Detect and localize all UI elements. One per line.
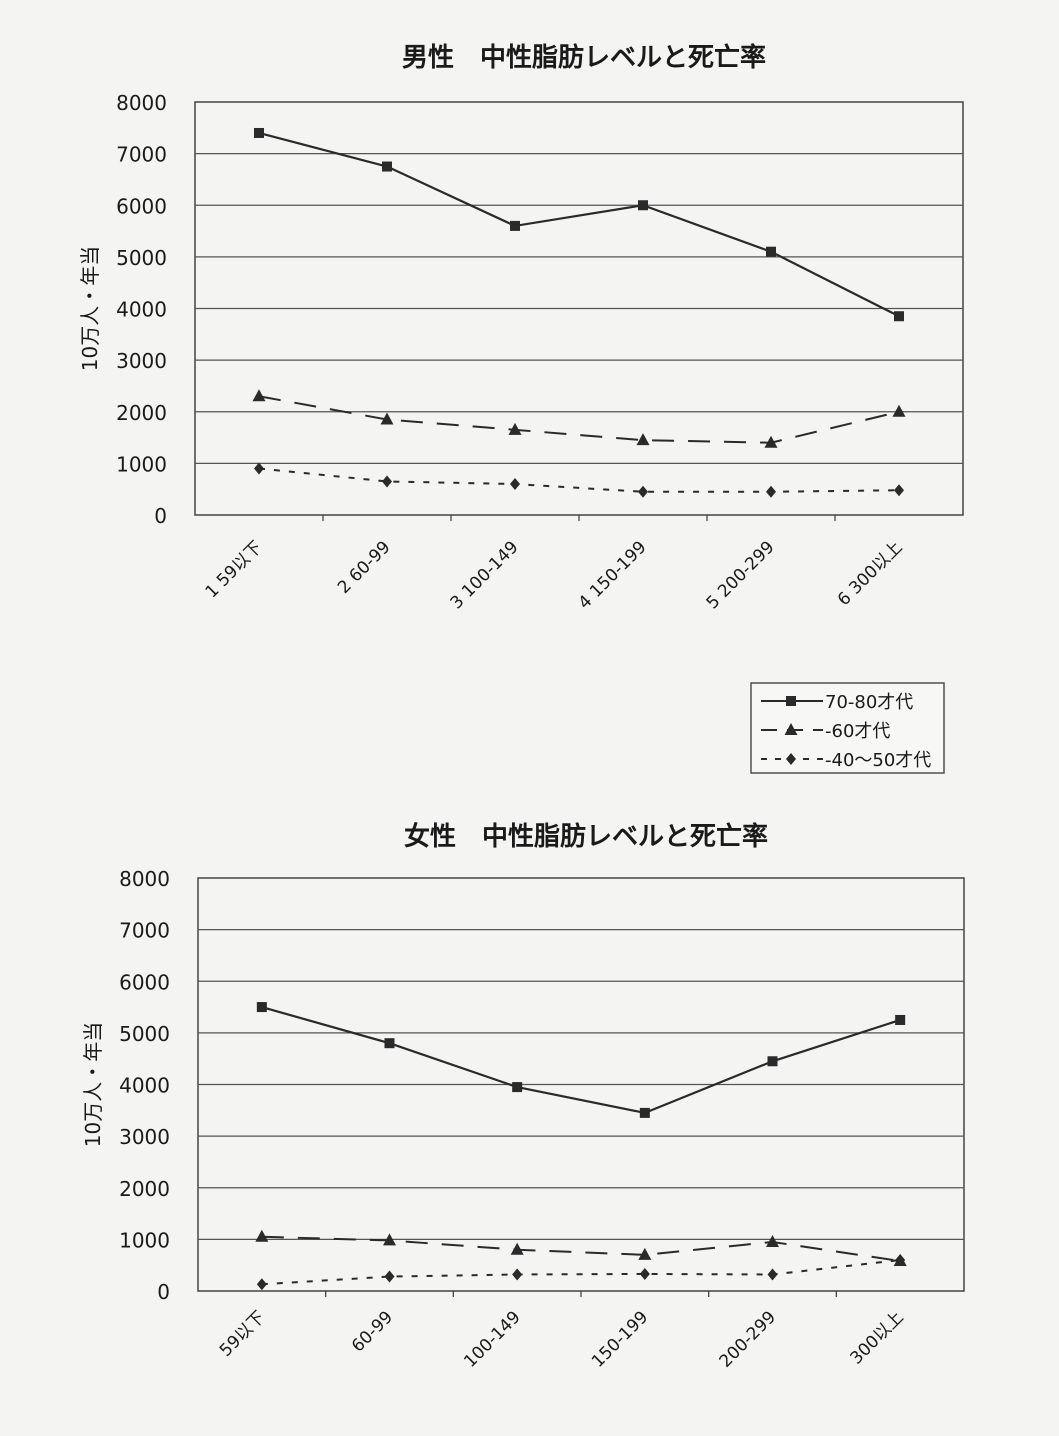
series-2 xyxy=(255,1229,907,1267)
chart-2: 女性 中性脂肪レベルと死亡率 0 1000 2000 3000 4000 5000 6000 7… xyxy=(81,821,965,1372)
x-tick-label: 200-299 xyxy=(716,1307,780,1371)
y-tick-label: 0 xyxy=(154,504,167,528)
chart-title: 男性 中性脂肪レベルと死亡率 xyxy=(402,42,766,73)
data-point xyxy=(895,1254,906,1267)
data-point xyxy=(639,1267,650,1280)
y-tick-label: 3000 xyxy=(116,349,167,373)
y-tick-label: 7000 xyxy=(119,919,170,943)
series-3 xyxy=(256,1254,906,1291)
data-point xyxy=(510,220,520,231)
x-tick-label: 1 59以下 xyxy=(202,537,267,602)
data-point xyxy=(764,435,778,448)
y-tick-label: 0 xyxy=(157,1280,170,1304)
series-line xyxy=(261,1006,901,1115)
data-point xyxy=(767,1268,778,1281)
legend-box xyxy=(750,682,945,774)
data-point xyxy=(638,485,648,498)
legend-marker xyxy=(786,753,796,765)
y-tick-label: 5000 xyxy=(116,246,167,270)
series-line xyxy=(258,395,900,444)
x-tick-label: 2 60-99 xyxy=(334,537,395,598)
series-1 xyxy=(256,1002,906,1118)
data-point xyxy=(894,311,904,322)
x-tick-label: 300以上 xyxy=(847,1307,908,1368)
legend-entry: 70-80才代 xyxy=(825,692,913,713)
data-point xyxy=(382,475,392,488)
x-tick-label: 60-99 xyxy=(348,1307,397,1356)
data-point xyxy=(256,1002,267,1013)
y-tick-label: 8000 xyxy=(119,867,170,891)
x-tick-label: 150-199 xyxy=(588,1307,652,1371)
data-point xyxy=(384,1038,395,1049)
series-line xyxy=(261,1259,901,1286)
data-point xyxy=(380,412,394,425)
data-point xyxy=(766,485,776,498)
data-point xyxy=(512,1082,523,1093)
data-point xyxy=(766,1234,779,1247)
data-point xyxy=(767,1056,778,1067)
y-tick-label: 7000 xyxy=(116,143,167,167)
data-point xyxy=(639,1107,650,1118)
x-tick-label: 4 150-199 xyxy=(575,537,651,613)
chart-1: 男性 中性脂肪レベルと死亡率 0 1000 2000 3000 4000 5000 6000 7… xyxy=(78,42,964,774)
data-point xyxy=(895,1014,906,1025)
data-point xyxy=(254,462,264,475)
data-point xyxy=(510,478,520,491)
data-point xyxy=(510,1242,524,1255)
legend-marker xyxy=(786,696,796,706)
y-tick-label: 4000 xyxy=(116,298,167,322)
y-tick-label: 6000 xyxy=(119,970,170,994)
series-line xyxy=(258,467,900,493)
y-axis-label: 10万人・年当 xyxy=(78,246,102,371)
series-2 xyxy=(252,389,906,448)
data-point xyxy=(638,1247,652,1260)
data-point xyxy=(383,1233,396,1246)
x-tick-label: 59以下 xyxy=(216,1307,269,1360)
data-point xyxy=(252,389,266,402)
data-point xyxy=(254,127,264,138)
legend: 70-80才代 -60才代 -40～50才代 xyxy=(750,682,945,774)
series-line xyxy=(261,1235,901,1263)
data-point xyxy=(894,484,904,497)
x-tick-label: 6 300以上 xyxy=(834,537,907,610)
legend-marker xyxy=(784,723,798,735)
y-tick-label: 1000 xyxy=(116,452,167,476)
series-3 xyxy=(254,462,904,498)
legend-entry: -40～50才代 xyxy=(825,750,931,771)
x-tick-label: 5 200-299 xyxy=(703,537,779,613)
y-tick-label: 1000 xyxy=(119,1228,170,1252)
y-tick-label: 2000 xyxy=(116,401,167,425)
y-axis-label: 10万人・年当 xyxy=(81,1022,105,1147)
data-point xyxy=(892,404,906,417)
data-point xyxy=(255,1229,269,1242)
y-tick-label: 3000 xyxy=(119,1125,170,1149)
data-point xyxy=(508,422,522,435)
data-point xyxy=(638,200,648,211)
data-point xyxy=(636,433,650,446)
y-tick-label: 5000 xyxy=(119,1022,170,1046)
y-tick-label: 8000 xyxy=(116,91,167,115)
data-point xyxy=(382,161,392,172)
y-tick-label: 2000 xyxy=(119,1177,170,1201)
chart-title: 女性 中性脂肪レベルと死亡率 xyxy=(404,821,768,852)
legend-entry: -60才代 xyxy=(825,721,890,742)
data-point xyxy=(256,1278,267,1291)
series-line xyxy=(258,131,900,318)
y-tick-label: 4000 xyxy=(119,1074,170,1098)
data-point xyxy=(766,246,776,257)
x-tick-label: 3 100-149 xyxy=(447,537,523,613)
data-point xyxy=(512,1268,523,1281)
y-tick-label: 6000 xyxy=(116,194,167,218)
series-1 xyxy=(254,127,904,322)
data-point xyxy=(384,1270,395,1283)
x-tick-label: 100-149 xyxy=(460,1307,524,1371)
